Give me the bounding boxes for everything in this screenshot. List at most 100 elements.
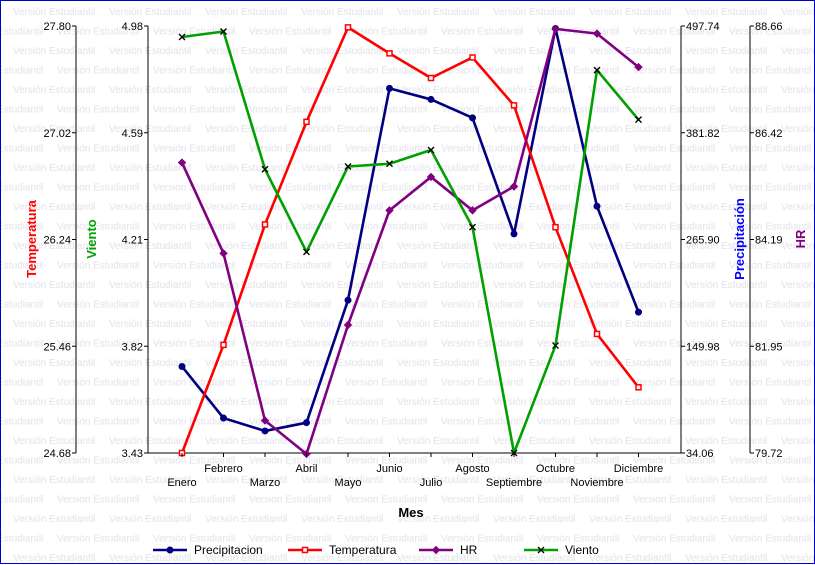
- watermark-text: Versión Estudiantil: [13, 280, 95, 291]
- watermark-text: Versión Estudiantil: [109, 475, 191, 486]
- hr-axis-title: HR: [793, 229, 808, 248]
- watermark-text: Versión Estudiantil: [397, 397, 479, 408]
- x-tick-label: Diciembre: [614, 463, 664, 475]
- watermark-text: Versión Estudiantil: [153, 222, 235, 233]
- watermark-text: Versión Estudiantil: [589, 397, 671, 408]
- watermark-text: Versión Estudiantil: [537, 339, 619, 350]
- data-point-viento: [178, 33, 186, 41]
- watermark-text: Versión Estudiantil: [589, 280, 671, 291]
- axes-layer: 27.80 27.02 26.24 25.46 24.68 4.98 4.59 4.21 3.8…: [24, 21, 808, 460]
- watermark-text: Versión Estudiantil: [249, 456, 331, 467]
- watermark-text: Versión Estudiantil: [633, 495, 715, 506]
- watermark-text: Versión Estudiantil: [301, 358, 383, 369]
- legend-item-temperatura: Temperatura: [288, 543, 397, 557]
- watermark-text: Versión Estudiantil: [537, 144, 619, 155]
- data-point-precipitacion: [303, 419, 310, 427]
- data-point-temperatura: [303, 118, 310, 126]
- watermark-text: Versión Estudiantil: [397, 358, 479, 369]
- data-point-hr: [177, 158, 187, 167]
- legend-label-hr: HR: [460, 543, 478, 557]
- watermark-text: Versión Estudiantil: [109, 436, 191, 447]
- data-point-precipitacion: [427, 95, 435, 103]
- precipitacion-axis-title: Precipitación: [732, 198, 747, 280]
- watermark-text: Versión Estudiantil: [345, 456, 427, 467]
- watermark-text: Versión Estudiantil: [685, 46, 767, 57]
- watermark-text: Versión Estudiantil: [57, 339, 139, 350]
- watermark-text: Versión Estudiantil: [301, 514, 383, 525]
- watermark-layer: Versión Estudiantil Versión Estudiantil Ve…: [1, 7, 815, 564]
- watermark-text: Versión Estudiantil: [249, 339, 331, 350]
- watermark-text: Versión Estudiantil: [781, 241, 815, 252]
- watermark-text: Versión Estudiantil: [589, 85, 671, 96]
- hr-tick-label: 86.42: [755, 128, 783, 140]
- watermark-text: Versión Estudiantil: [441, 261, 523, 272]
- data-point-viento: [261, 165, 269, 173]
- watermark-text: Versión Estudiantil: [205, 436, 287, 447]
- hr-tick-label: 84.19: [755, 235, 783, 247]
- watermark-text: Versión Estudiantil: [205, 280, 287, 291]
- watermark-text: Versión Estudiantil: [781, 436, 815, 447]
- watermark-text: Versión Estudiantil: [205, 319, 287, 330]
- data-point-hr: [385, 206, 394, 215]
- watermark-text: Versión Estudiantil: [301, 280, 383, 291]
- watermark-text: Versión Estudiantil: [57, 495, 139, 506]
- watermark-text: Versión Estudiantil: [781, 280, 815, 291]
- watermark-text: Versión Estudiantil: [205, 124, 287, 135]
- watermark-text: Versión Estudiantil: [1, 300, 43, 311]
- watermark-text: Versión Estudiantil: [633, 66, 715, 77]
- watermark-text: Versión Estudiantil: [1, 144, 43, 155]
- x-ticks-layer: Enero Febrero Marzo Abril Mayo Junio Julio Agos…: [167, 453, 663, 489]
- watermark-text: Versión Estudiantil: [109, 124, 191, 135]
- watermark-text: Versión Estudiantil: [13, 475, 95, 486]
- watermark-text: Versión Estudiantil: [589, 202, 671, 213]
- data-point-temperatura: [386, 50, 393, 57]
- data-point-temperatura: [344, 24, 352, 31]
- watermark-text: Versión Estudiantil: [153, 534, 235, 545]
- watermark-text: Versión Estudiantil: [205, 163, 287, 174]
- watermark-text: Versión Estudiantil: [493, 46, 575, 57]
- viento-tick-label: 4.59: [122, 128, 143, 140]
- watermark-text: Versión Estudiantil: [1, 417, 43, 428]
- watermark-text: Versión Estudiantil: [729, 378, 811, 389]
- watermark-text: Versión Estudiantil: [153, 105, 235, 116]
- watermark-text: Versión Estudiantil: [781, 514, 815, 525]
- data-point-viento: [344, 163, 352, 170]
- temperatura-tick-label: 27.80: [43, 21, 71, 33]
- watermark-text: Versión Estudiantil: [345, 339, 427, 350]
- data-point-hr: [634, 62, 643, 72]
- watermark-text: Versión Estudiantil: [589, 514, 671, 525]
- watermark-text: Versión Estudiantil: [397, 553, 479, 564]
- watermark-text: Versión Estudiantil: [1, 27, 43, 38]
- watermark-text: Versión Estudiantil: [13, 124, 95, 135]
- data-point-precipitacion: [635, 308, 642, 316]
- watermark-text: Versión Estudiantil: [345, 183, 427, 194]
- data-point-precipitacion: [386, 84, 393, 92]
- data-point-hr: [509, 182, 519, 191]
- x-tick-label: Septiembre: [486, 477, 542, 489]
- x-tick-label: Julio: [420, 477, 443, 489]
- watermark-text: Versión Estudiantil: [781, 7, 815, 18]
- watermark-text: Versión Estudiantil: [633, 105, 715, 116]
- watermark-text: Versión Estudiantil: [729, 456, 811, 467]
- watermark-text: Versión Estudiantil: [301, 319, 383, 330]
- watermark-text: Versión Estudiantil: [345, 27, 427, 38]
- legend-label-temperatura: Temperatura: [329, 543, 397, 557]
- watermark-text: Versión Estudiantil: [589, 241, 671, 252]
- watermark-text: Versión Estudiantil: [441, 300, 523, 311]
- watermark-text: Versión Estudiantil: [397, 124, 479, 135]
- watermark-text: Versión Estudiantil: [57, 222, 139, 233]
- watermark-text: Versión Estudiantil: [345, 222, 427, 233]
- watermark-text: Versión Estudiantil: [685, 280, 767, 291]
- watermark-text: Versión Estudiantil: [1, 456, 43, 467]
- watermark-text: Versión Estudiantil: [633, 261, 715, 272]
- series-hr: [177, 24, 643, 459]
- watermark-text: Versión Estudiantil: [109, 514, 191, 525]
- legend-marker-precipitacion: [166, 546, 174, 554]
- watermark-text: Versión Estudiantil: [441, 495, 523, 506]
- watermark-text: Versión Estudiantil: [13, 553, 95, 564]
- temperatura-tick-label: 26.24: [43, 235, 71, 247]
- watermark-text: Versión Estudiantil: [589, 124, 671, 135]
- watermark-text: Versión Estudiantil: [441, 144, 523, 155]
- watermark-text: Versión Estudiantil: [109, 358, 191, 369]
- watermark-text: Versión Estudiantil: [729, 66, 811, 77]
